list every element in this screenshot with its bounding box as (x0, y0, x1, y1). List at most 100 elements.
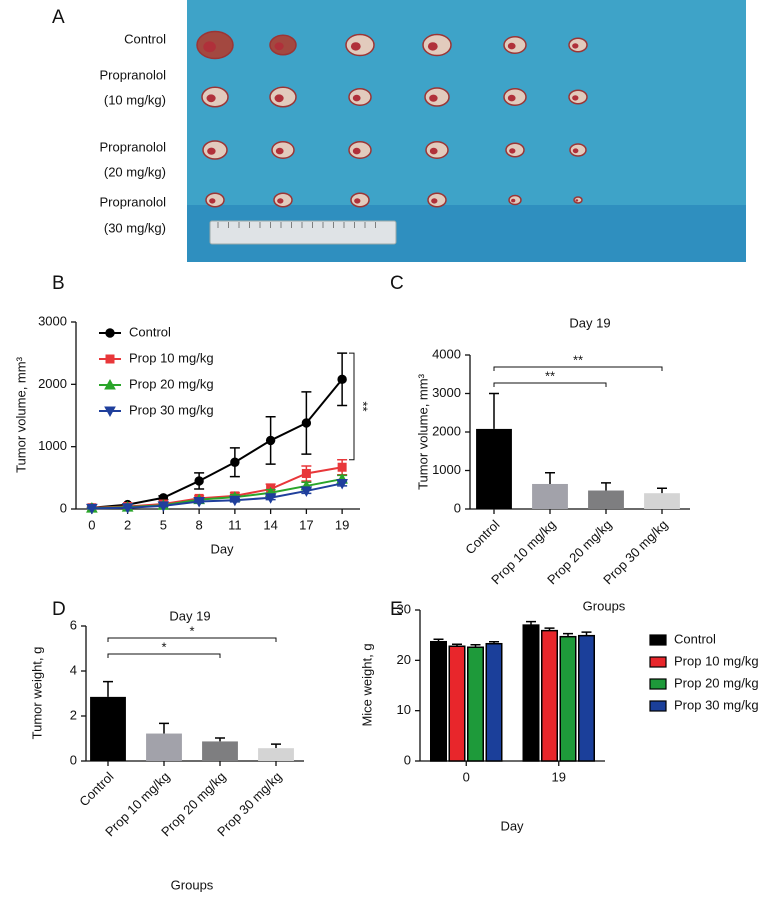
bar (522, 624, 540, 762)
y-tick-label: 30 (397, 601, 411, 616)
y-tick-label: 10 (397, 702, 411, 717)
tumor-vessel (572, 148, 579, 154)
bar (485, 642, 503, 762)
y-tick-label: 4 (70, 662, 77, 677)
x-axis-label: Day (210, 541, 234, 556)
error-bar (271, 743, 281, 749)
series-line (91, 378, 343, 509)
row-label: (10 mg/kg) (104, 92, 166, 107)
tumor-vessel (207, 147, 216, 155)
panel-label: C (390, 273, 404, 294)
row-label: (30 mg/kg) (104, 220, 166, 235)
legend-label: Prop 30 mg/kg (674, 697, 759, 712)
error-bar (545, 472, 555, 484)
row-label: Propranolol (100, 67, 167, 82)
tumor-vessel (572, 95, 579, 101)
x-tick-label: 2 (124, 517, 131, 532)
ruler (209, 220, 397, 245)
tumor-vessel (277, 198, 284, 204)
data-point (121, 503, 134, 514)
x-tick-label: Control (462, 517, 502, 557)
bar (448, 645, 466, 762)
data-point (301, 468, 311, 478)
significance-label: ** (573, 352, 583, 367)
y-tick-label: 0 (60, 500, 67, 515)
bar (541, 629, 558, 762)
bar (644, 493, 680, 509)
tumor-vessel (429, 147, 438, 155)
row-label: (20 mg/kg) (104, 164, 166, 179)
error-bar (657, 487, 667, 494)
y-tick-label: 0 (454, 500, 461, 515)
panel-label: B (52, 273, 65, 294)
y-tick-label: 1000 (38, 438, 67, 453)
series-line (91, 482, 343, 510)
legend-swatch (649, 634, 667, 646)
significance-label: * (161, 639, 166, 654)
error-bar (103, 680, 113, 697)
legend-marker (105, 328, 115, 338)
panel-label: A (52, 7, 65, 28)
tumor-vessel (209, 198, 216, 204)
y-tick-label: 2000 (432, 423, 461, 438)
panel-label: D (52, 599, 66, 620)
y-axis-label: Mice weight, g (359, 643, 374, 726)
tumor-vessel (352, 147, 361, 155)
tumor-vessel (354, 198, 361, 204)
error-bar (159, 722, 169, 734)
x-tick-label: 19 (335, 517, 349, 532)
tumor-vessel (507, 94, 516, 102)
tumor-vessel (274, 94, 284, 103)
chart-title: Day 19 (569, 315, 610, 330)
x-axis-label: Groups (171, 877, 214, 892)
data-point (300, 486, 313, 497)
error-bar (489, 392, 499, 429)
y-axis-label: Tumor volume, mm³ (415, 373, 430, 489)
legend-swatch (649, 700, 667, 712)
legend-swatch (649, 656, 667, 668)
bar (476, 428, 512, 509)
data-point (193, 497, 205, 508)
bar (146, 733, 182, 761)
y-tick-label: 0 (70, 752, 77, 767)
data-point (194, 476, 204, 486)
legend-swatch (649, 678, 667, 690)
legend-marker (104, 378, 116, 390)
error-bar (215, 737, 225, 742)
y-tick-label: 2 (70, 707, 77, 722)
data-point (86, 503, 98, 515)
legend-label: Control (674, 631, 716, 646)
legend-label: Prop 20 mg/kg (129, 376, 214, 391)
significance-bracket (349, 352, 355, 461)
bar (532, 483, 568, 509)
tumor-vessel (431, 198, 438, 204)
data-point (230, 457, 240, 467)
bar (578, 634, 595, 762)
data-point (157, 501, 170, 512)
x-tick-label: 14 (263, 517, 277, 532)
legend-marker (104, 406, 116, 418)
data-point (337, 374, 347, 385)
bar (90, 696, 126, 761)
bar (258, 748, 294, 761)
x-tick-label: 5 (160, 517, 167, 532)
significance-label: * (189, 623, 194, 638)
x-axis-label: Day (500, 818, 524, 833)
panel-label: E (390, 599, 403, 620)
row-label: Control (124, 31, 166, 46)
y-tick-label: 20 (397, 652, 411, 667)
tumor-vessel (572, 43, 579, 49)
tumor-vessel (274, 42, 284, 51)
y-tick-label: 2000 (38, 376, 67, 391)
significance-bracket (107, 637, 277, 642)
data-point (336, 478, 348, 490)
data-point (337, 462, 347, 472)
significance-bracket (493, 366, 663, 371)
legend-label: Prop 30 mg/kg (129, 402, 214, 417)
legend-marker (105, 354, 115, 364)
bar (202, 741, 238, 761)
significance-label: ** (356, 401, 371, 411)
data-point (301, 418, 312, 428)
